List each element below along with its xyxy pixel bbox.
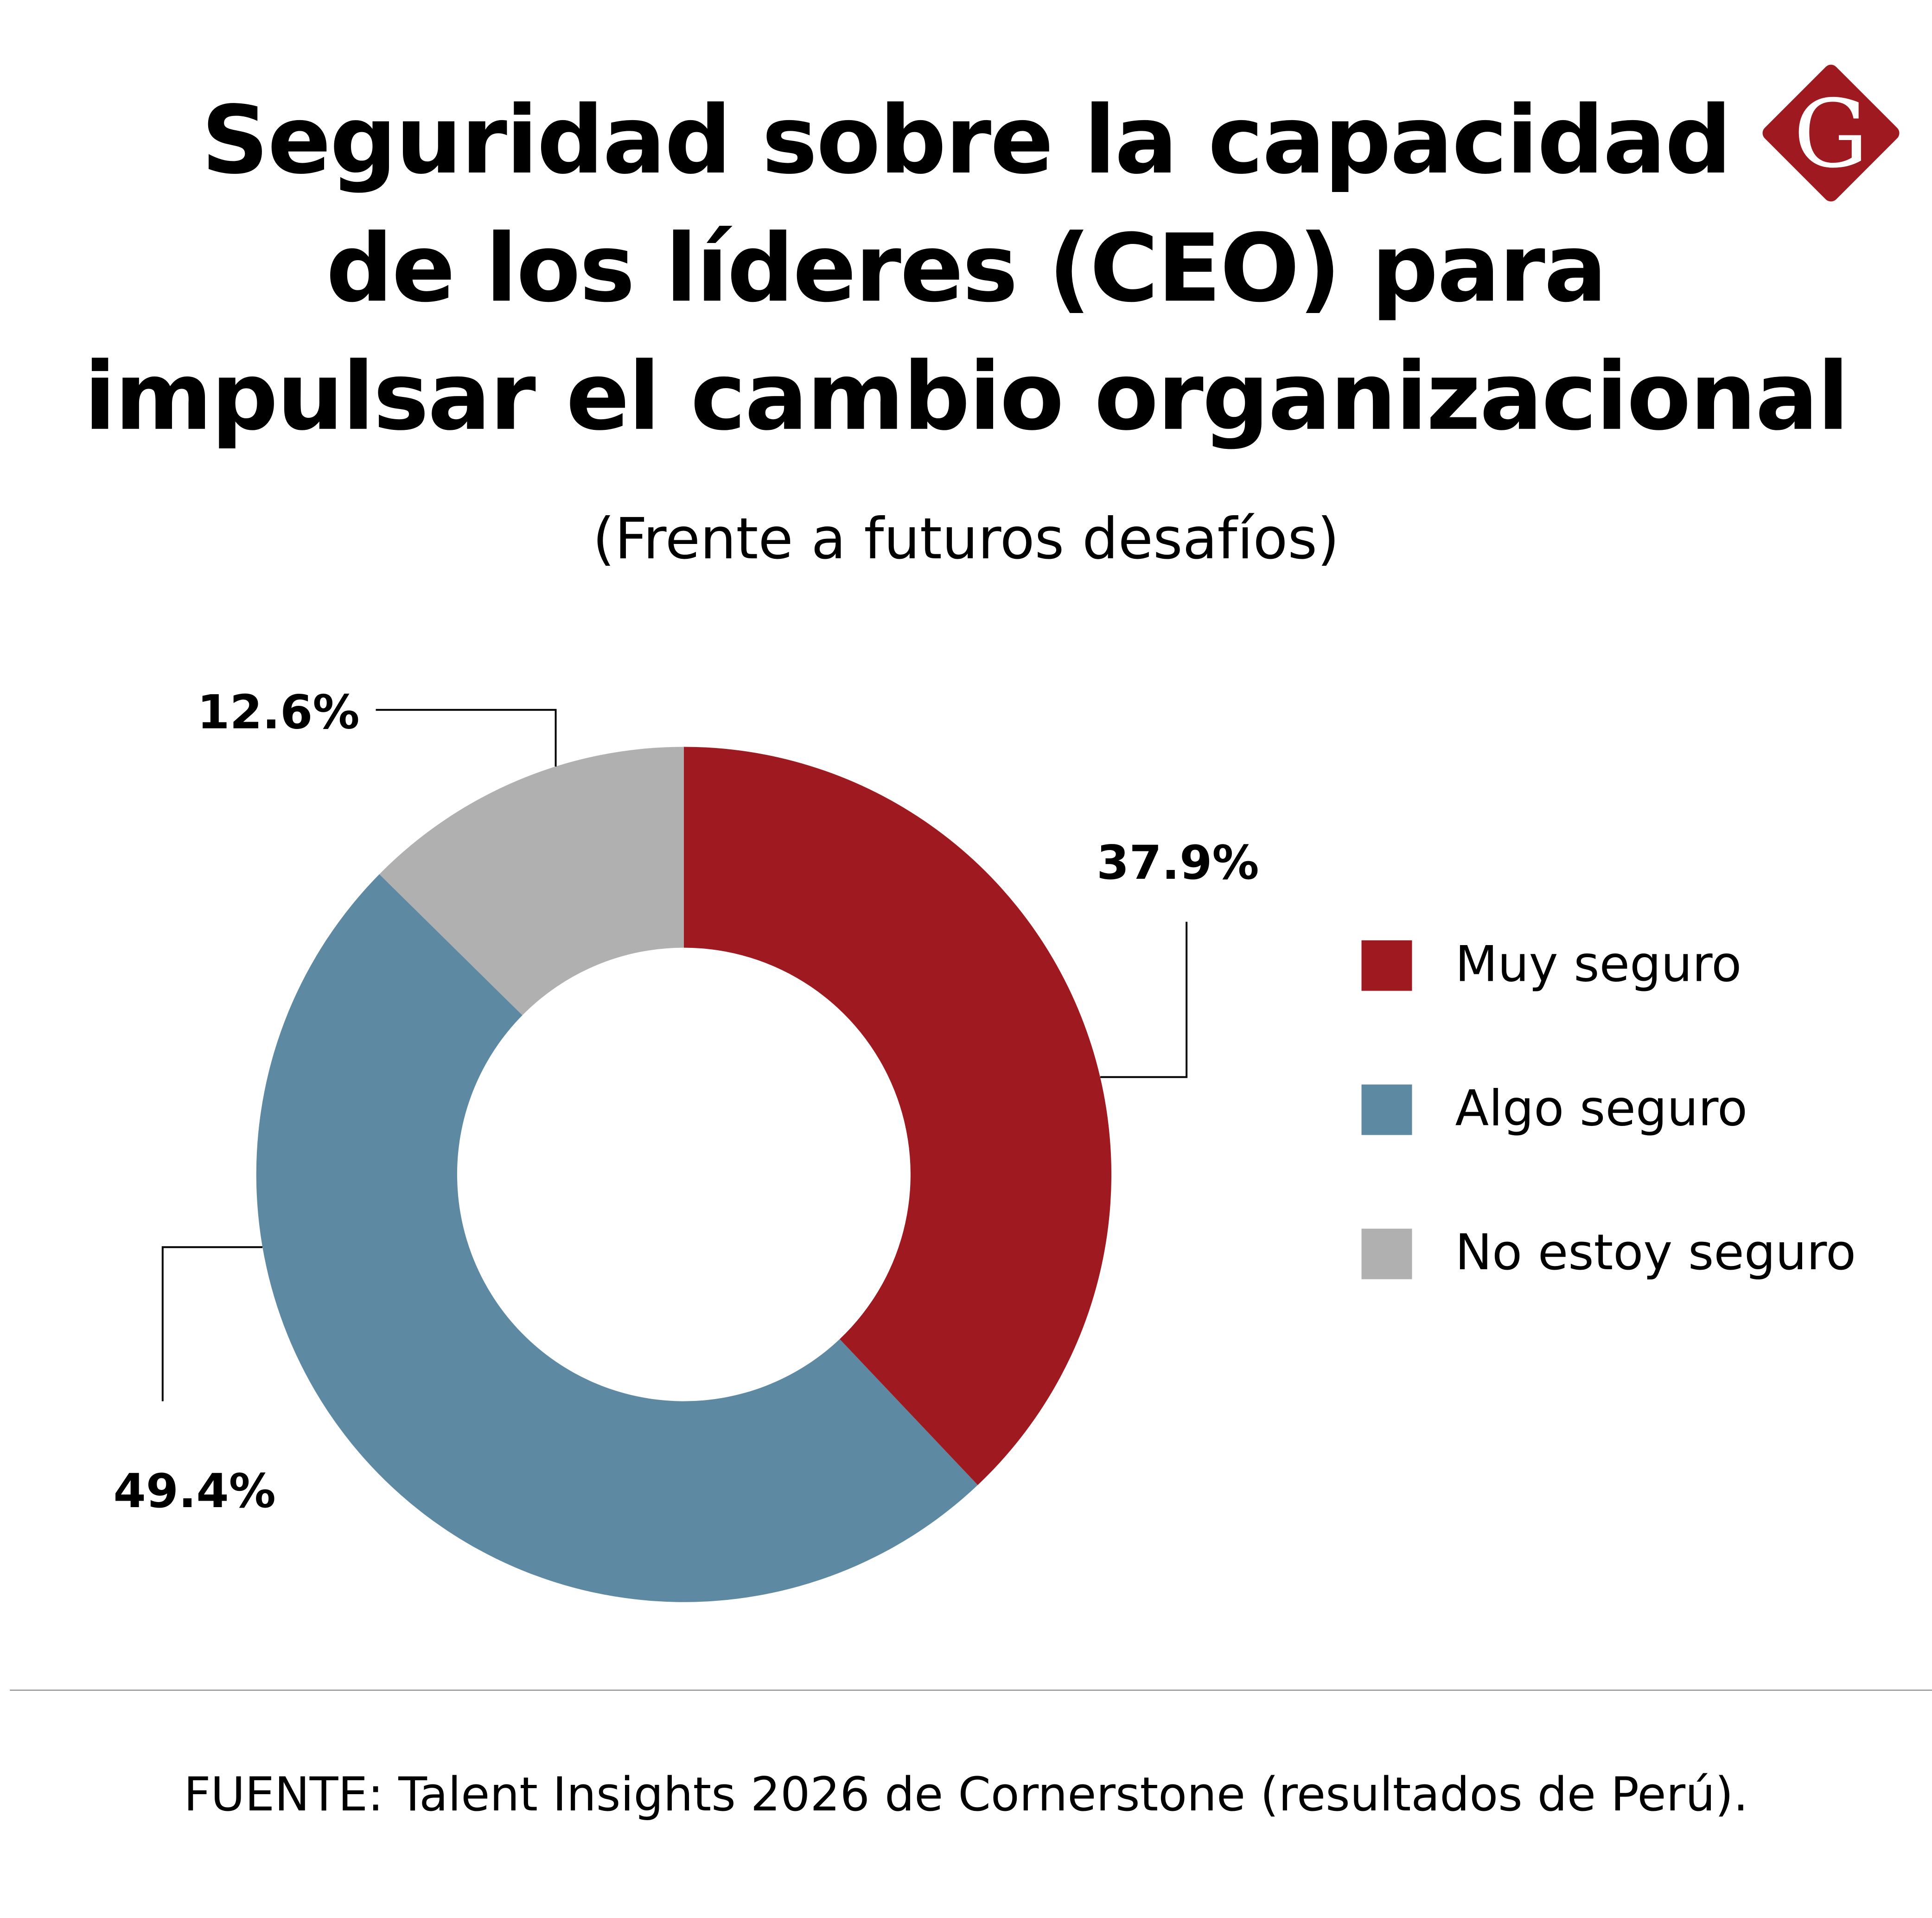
leader-line-no-estoy-seguro: [376, 709, 557, 767]
chart-subtitle: (Frente a futuros desafíos): [593, 505, 1339, 572]
slice-no-estoy-seguro: [379, 747, 684, 1016]
logo-diamond: [1762, 64, 1900, 202]
data-label-no-estoy-seguro: 12.6%: [197, 685, 360, 740]
leader-lines: [161, 709, 1188, 1401]
data-label-algo-seguro: 49.4%: [113, 1464, 276, 1519]
divider: [10, 1689, 1932, 1691]
logo: G: [1762, 64, 1900, 202]
data-label-muy-seguro: 37.9%: [1097, 835, 1259, 890]
legend-swatch: [1361, 1228, 1412, 1279]
legend-label: Muy seguro: [1455, 936, 1742, 993]
legend-swatch: [1361, 1084, 1412, 1135]
legend-label: Algo seguro: [1455, 1080, 1748, 1138]
legend-swatch: [1361, 940, 1412, 991]
title-line: Seguridad sobre la capacidad: [201, 85, 1732, 195]
legend-label: No estoy seguro: [1455, 1225, 1856, 1282]
legend-item-no-estoy-seguro: No estoy seguro: [1361, 1225, 1856, 1282]
source-footer: FUENTE: Talent Insights 2026 de Cornerst…: [184, 1767, 1748, 1822]
legend-item-algo-seguro: Algo seguro: [1361, 1080, 1748, 1138]
leader-line-muy-seguro: [1100, 921, 1188, 1078]
logo-letter: G: [1793, 80, 1868, 189]
legend-item-muy-seguro: Muy seguro: [1361, 936, 1742, 993]
title-line: de los líderes (CEO) para: [326, 213, 1607, 323]
leader-line-algo-seguro: [161, 1246, 263, 1401]
title-line: impulsar el cambio organizacional: [84, 341, 1849, 451]
slice-algo-seguro: [256, 874, 978, 1602]
slice-muy-seguro: [683, 747, 1112, 1485]
chart-title: Seguridad sobre la capacidad de los líde…: [0, 77, 1932, 461]
